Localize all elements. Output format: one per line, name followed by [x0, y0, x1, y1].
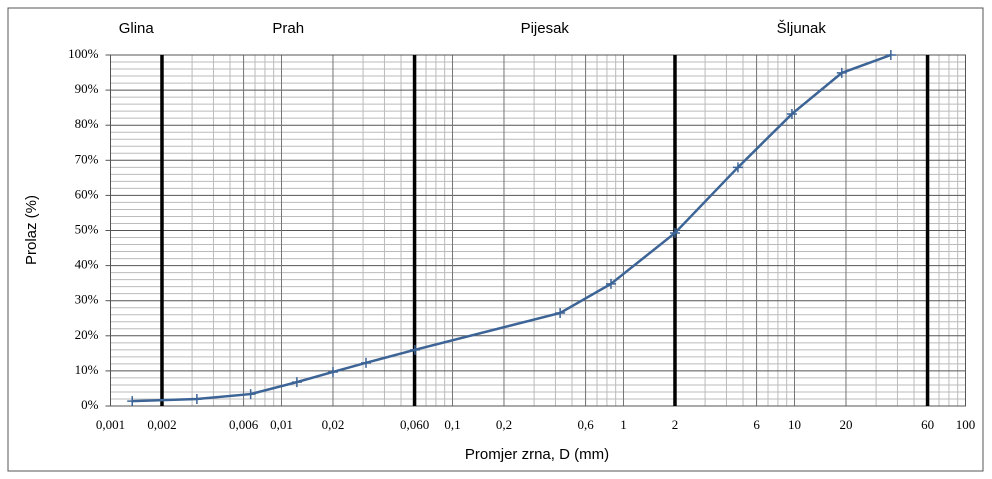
- y-tick-label: 0%: [81, 397, 99, 412]
- zone-label: Šljunak: [777, 20, 827, 37]
- data-point: [836, 67, 847, 78]
- y-tick-label: 80%: [75, 116, 99, 131]
- x-tick-label: 0,1: [444, 417, 460, 432]
- x-tick-label: 0,006: [229, 417, 259, 432]
- y-tick-label: 30%: [75, 292, 99, 307]
- x-tick-label: 0,6: [577, 417, 594, 432]
- x-axis-title: Promjer zrna, D (mm): [465, 446, 609, 463]
- y-axis-title: Prolaz (%): [23, 195, 40, 265]
- data-point: [327, 366, 338, 377]
- zone-label: Glina: [119, 20, 155, 37]
- chart-frame: [7, 7, 984, 472]
- data-point: [605, 278, 616, 289]
- y-tick-label: 50%: [75, 221, 99, 236]
- x-tick-label: 100: [956, 417, 976, 432]
- x-tick-label: 0,002: [147, 417, 176, 432]
- data-point: [669, 227, 680, 238]
- data-point: [555, 307, 566, 318]
- y-tick-label: 20%: [75, 327, 99, 342]
- x-tick-label: 2: [672, 417, 679, 432]
- data-line: [132, 53, 892, 403]
- y-tick-label: 90%: [75, 81, 99, 96]
- zone-label: Prah: [272, 20, 304, 37]
- zone-label: Pijesak: [521, 20, 570, 37]
- data-point: [245, 389, 256, 400]
- x-tick-label: 0,02: [322, 417, 345, 432]
- y-tick-label: 60%: [75, 186, 99, 201]
- x-tick-label: 0,001: [96, 417, 125, 432]
- x-tick-label: 1: [620, 417, 627, 432]
- data-point: [732, 162, 743, 173]
- x-tick-label: 20: [839, 417, 852, 432]
- data-point: [361, 357, 371, 368]
- x-tick-label: 0,060: [400, 417, 429, 432]
- x-tick-label: 0,01: [270, 417, 293, 432]
- data-point: [191, 393, 202, 404]
- data-point: [291, 377, 302, 388]
- y-tick-label: 40%: [75, 257, 99, 272]
- y-tick-label: 100%: [68, 46, 99, 61]
- x-tick-label: 6: [753, 417, 760, 432]
- data-point: [786, 108, 797, 119]
- y-tick-label: 10%: [75, 362, 99, 377]
- y-tick-label: 70%: [75, 151, 99, 166]
- data-point: [127, 396, 138, 407]
- data-point: [885, 50, 896, 60]
- x-tick-label: 60: [921, 417, 934, 432]
- x-tick-label: 0,2: [496, 417, 512, 432]
- data-point: [409, 344, 420, 355]
- plot-border: [110, 54, 966, 407]
- x-tick-label: 10: [788, 417, 801, 432]
